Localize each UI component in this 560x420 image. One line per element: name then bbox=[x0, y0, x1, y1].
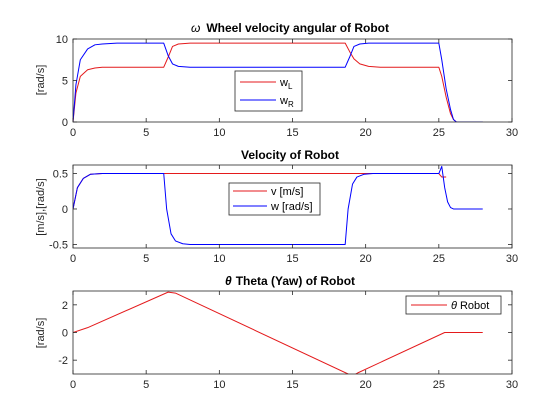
legend: v [m/s] w [rad/s] bbox=[228, 182, 321, 216]
series-line-1 bbox=[73, 165, 483, 245]
y-tick-label: -0.5 bbox=[49, 239, 68, 251]
data-series-group bbox=[73, 291, 483, 374]
series-line-1 bbox=[73, 42, 483, 122]
x-tick-label: 0 bbox=[70, 127, 76, 139]
y-tick-label: 10 bbox=[56, 34, 68, 46]
legend: wL wR bbox=[234, 70, 303, 112]
tick-labels: 0 5 10 15 20 25 30-202 bbox=[58, 291, 518, 391]
data-series-group bbox=[73, 165, 483, 245]
title-symbol: ω bbox=[191, 21, 200, 35]
x-tick-label: 10 bbox=[213, 127, 225, 139]
legend-box bbox=[228, 182, 321, 216]
legend-box bbox=[234, 70, 303, 112]
y-axis-label: [rad/s] bbox=[35, 65, 47, 96]
y-tick-label: 0 bbox=[62, 328, 68, 340]
y-tick-label: -2 bbox=[58, 355, 68, 367]
legend-label-wl: wL bbox=[279, 77, 293, 91]
x-tick-label: 10 bbox=[213, 253, 225, 265]
legend: θ Robot bbox=[405, 295, 502, 315]
tick-labels: 0 5 10 15 20 25 30-0.500.5 bbox=[49, 165, 518, 265]
legend-label-wr: wR bbox=[279, 95, 294, 109]
legend-box bbox=[405, 295, 502, 315]
y-tick-label: 0 bbox=[62, 117, 68, 129]
x-tick-label: 20 bbox=[360, 127, 372, 139]
y-tick-label: 2 bbox=[62, 300, 68, 312]
title-text: Wheel velocity angular of Robot bbox=[206, 21, 389, 35]
x-tick-label: 30 bbox=[506, 379, 518, 391]
y-tick-label: 0 bbox=[62, 204, 68, 216]
data-series-group bbox=[73, 42, 483, 122]
chart-title: ω Wheel velocity angular of Robot bbox=[191, 21, 389, 35]
y-tick-label: 0.5 bbox=[53, 169, 68, 181]
x-tick-label: 15 bbox=[286, 379, 298, 391]
series-line-0 bbox=[73, 42, 483, 122]
x-tick-label: 25 bbox=[433, 127, 445, 139]
tick-labels: 0 5 10 15 20 25 30 0 5 10 bbox=[56, 34, 518, 139]
chart-panel-robot-velocity: Velocity of Robot [m/s],[rad/s] 0 5 10 15 20… bbox=[35, 148, 518, 265]
x-tick-label: 20 bbox=[360, 379, 372, 391]
x-tick-label: 25 bbox=[433, 379, 445, 391]
legend-label-w: w [rad/s] bbox=[270, 201, 313, 213]
legend-label-v: v [m/s] bbox=[271, 186, 303, 198]
x-tick-label: 25 bbox=[433, 253, 445, 265]
x-tick-label: 0 bbox=[70, 379, 76, 391]
y-axis-label: [rad/s] bbox=[35, 318, 47, 349]
series-line-0 bbox=[73, 291, 483, 374]
chart-title: Velocity of Robot bbox=[241, 148, 339, 162]
chart-panel-theta: θ Theta (Yaw) of Robot [rad/s] 0 5 10 15 20 25… bbox=[35, 274, 518, 391]
legend-label-theta: θ Robot bbox=[451, 300, 489, 312]
x-tick-label: 15 bbox=[286, 253, 298, 265]
x-tick-label: 20 bbox=[360, 253, 372, 265]
x-tick-label: 5 bbox=[143, 127, 149, 139]
x-tick-label: 5 bbox=[143, 379, 149, 391]
chart-panel-wheel-velocity: ω Wheel velocity angular of Robot [rad/s]… bbox=[35, 21, 518, 139]
chart-title: θ Theta (Yaw) of Robot bbox=[225, 274, 355, 288]
x-tick-label: 15 bbox=[286, 127, 298, 139]
y-axis-label: [m/s],[rad/s] bbox=[35, 178, 47, 235]
y-tick-label: 5 bbox=[62, 76, 68, 88]
x-tick-label: 30 bbox=[506, 127, 518, 139]
x-tick-label: 5 bbox=[143, 253, 149, 265]
title-symbol: θ bbox=[225, 274, 232, 288]
title-text: Theta (Yaw) of Robot bbox=[236, 274, 355, 288]
x-tick-label: 30 bbox=[506, 253, 518, 265]
x-tick-label: 0 bbox=[70, 253, 76, 265]
x-tick-label: 10 bbox=[213, 379, 225, 391]
